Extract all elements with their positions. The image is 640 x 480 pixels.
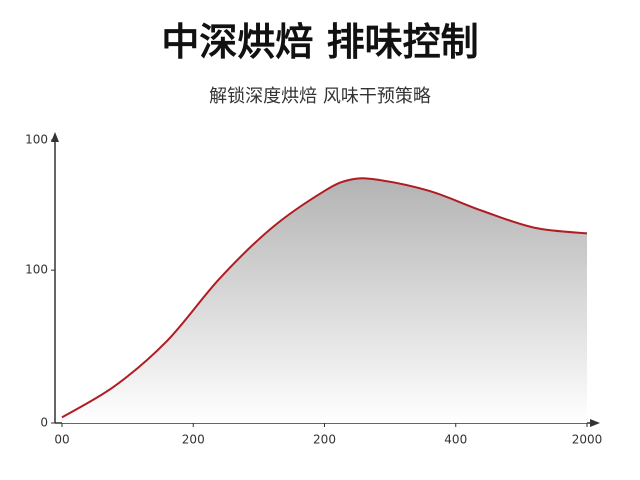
y-tick-label: 100 [25, 133, 48, 147]
y-tick-label: 0 [40, 416, 48, 430]
x-tick-label: 200 [182, 433, 205, 447]
y-tick-label: 100 [25, 263, 48, 277]
x-tick-label: 2000 [572, 433, 603, 447]
line [61, 177, 588, 419]
x-axis-arrow [590, 419, 600, 427]
x-tick-label: 400 [444, 433, 467, 447]
chart-title: 中深烘焙 排味控制 [161, 20, 478, 64]
area-fill [62, 178, 587, 423]
x-tick-label: 200 [313, 433, 336, 447]
chart-subtitle: 解锁深度烘焙 风味干预策略 [209, 86, 431, 107]
x-tick-label: 00 [54, 433, 69, 447]
